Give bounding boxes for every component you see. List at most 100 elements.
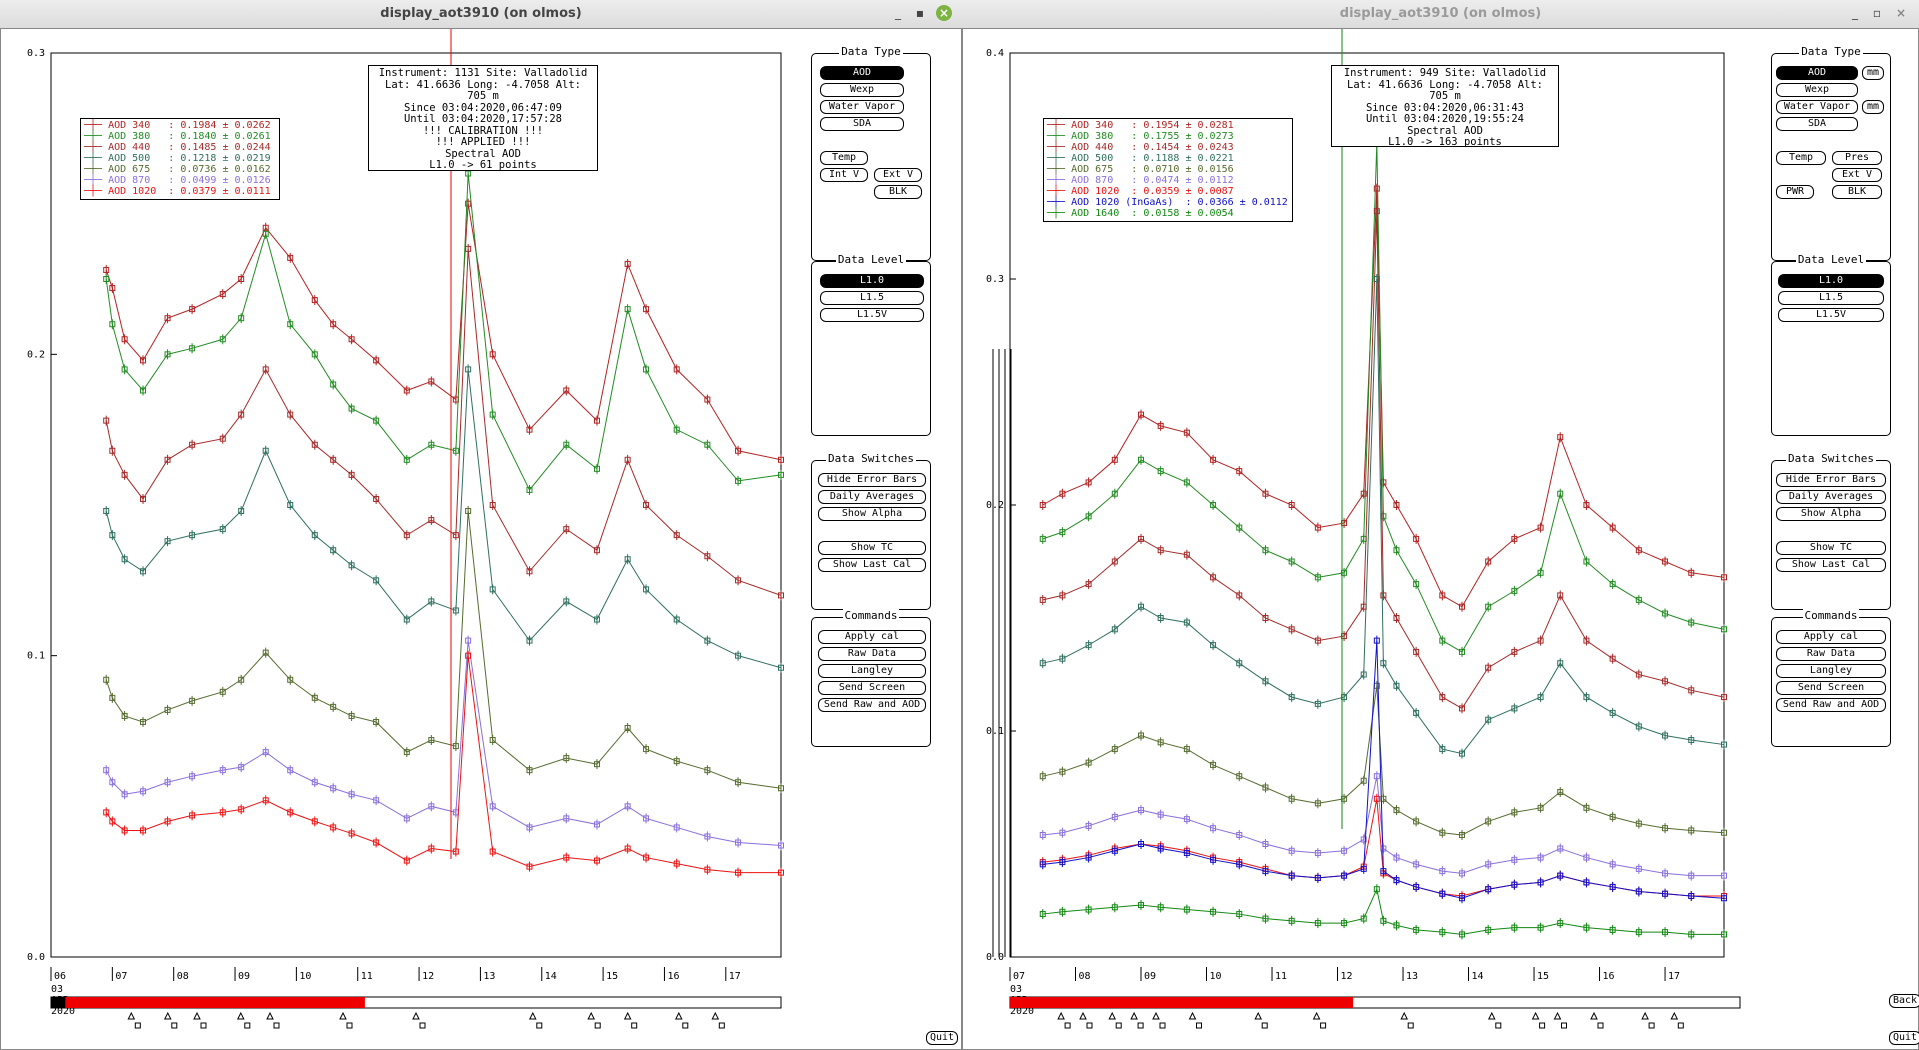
- send-screen-button[interactable]: Send Screen: [818, 681, 926, 695]
- maximize-icon[interactable]: ▫: [1872, 6, 1882, 20]
- data-point: [262, 230, 269, 237]
- apply-cal-button[interactable]: Apply cal: [818, 630, 926, 644]
- data-point: [1341, 872, 1348, 879]
- daily-averages-button[interactable]: Daily Averages: [818, 490, 926, 504]
- x-tick-label: 12: [1341, 971, 1353, 982]
- sda-button[interactable]: SDA: [820, 117, 904, 131]
- data-point: [704, 833, 711, 840]
- data-point: [1059, 768, 1066, 775]
- sda-button[interactable]: SDA: [1776, 117, 1858, 131]
- show-last-cal-button[interactable]: Show Last Cal: [818, 558, 926, 572]
- data-point: [311, 532, 318, 539]
- timeline-marker: [528, 1011, 537, 1020]
- l15-button[interactable]: L1.5: [820, 291, 924, 305]
- data-point: [1085, 822, 1092, 829]
- data-point: [121, 556, 128, 563]
- daily-averages-button[interactable]: Daily Averages: [1776, 490, 1886, 504]
- info-line: Since 03:04:2020,06:47:09: [403, 101, 563, 114]
- l15v-button[interactable]: L1.5V: [1778, 308, 1884, 322]
- send-raw-and-aod-button[interactable]: Send Raw and AOD: [1776, 698, 1886, 712]
- data-point: [1236, 773, 1243, 780]
- data-point: [452, 607, 459, 614]
- data-point: [489, 803, 496, 810]
- left-chart: 0.30.20.10.006070809101112131415161703AP…: [27, 29, 784, 1029]
- data-point: [121, 791, 128, 798]
- hide-error-bars-button[interactable]: Hide Error Bars: [818, 473, 926, 487]
- maximize-icon[interactable]: ▪: [915, 6, 925, 20]
- timeline-marker: [1057, 1011, 1065, 1020]
- timeline-marker: [266, 1011, 274, 1020]
- quit-button[interactable]: Quit: [1889, 1031, 1919, 1045]
- data-point: [1314, 874, 1321, 881]
- data-point: [1413, 535, 1420, 542]
- apply-cal-button[interactable]: Apply cal: [1776, 630, 1886, 644]
- show-alpha-button[interactable]: Show Alpha: [818, 507, 926, 521]
- data-point: [287, 502, 294, 508]
- water-vapor-button[interactable]: Water Vapor: [1776, 100, 1858, 114]
- data-point: [1288, 872, 1295, 879]
- temp-button[interactable]: Temp: [1776, 151, 1826, 165]
- data-point: [103, 767, 110, 774]
- aod-button[interactable]: AOD: [1776, 66, 1858, 80]
- l10-button[interactable]: L1.0: [820, 274, 924, 288]
- send-raw-and-aod-button[interactable]: Send Raw and AOD: [818, 698, 926, 712]
- minimize-icon[interactable]: _: [1852, 6, 1858, 20]
- raw-data-button[interactable]: Raw Data: [818, 647, 926, 661]
- data-point: [1393, 615, 1400, 621]
- pwr-button[interactable]: PWR: [1776, 185, 1814, 199]
- minimize-icon[interactable]: _: [895, 6, 901, 20]
- show-tc-button[interactable]: Show TC: [818, 541, 926, 555]
- timeline-marker: [1648, 1022, 1655, 1029]
- raw-data-button[interactable]: Raw Data: [1776, 647, 1886, 661]
- data-point: [1059, 490, 1066, 497]
- langley-button[interactable]: Langley: [1776, 664, 1886, 678]
- data-point: [1138, 732, 1145, 739]
- hide-error-bars-button[interactable]: Hide Error Bars: [1776, 473, 1886, 487]
- quit-button[interactable]: Quit: [926, 1031, 959, 1045]
- data-point: [373, 797, 380, 804]
- wexp-button[interactable]: Wexp: [1776, 83, 1858, 97]
- right-chart: 0.40.30.20.10.0070809101112131415161703A…: [986, 29, 1741, 1029]
- temp-button[interactable]: Temp: [820, 151, 868, 165]
- plot-area: [50, 52, 782, 958]
- data-point: [1413, 648, 1420, 655]
- data-point: [121, 827, 128, 834]
- series-line: [1042, 640, 1725, 899]
- data-point: [1662, 825, 1669, 832]
- l10-button[interactable]: L1.0: [1778, 274, 1884, 288]
- data-point: [465, 245, 472, 252]
- data-point: [1085, 513, 1092, 520]
- data-point: [1039, 660, 1046, 667]
- l15v-button[interactable]: L1.5V: [820, 308, 924, 322]
- y-tick-label: 0.3: [27, 48, 45, 59]
- show-last-cal-button[interactable]: Show Last Cal: [1776, 558, 1886, 572]
- pres-button[interactable]: Pres: [1832, 151, 1882, 165]
- data-point: [593, 417, 600, 424]
- mm-button[interactable]: mm: [1862, 66, 1884, 80]
- close-icon[interactable]: ×: [936, 5, 952, 21]
- data-point: [489, 586, 496, 593]
- extv-button[interactable]: Ext V: [1832, 168, 1882, 182]
- mm-button[interactable]: mm: [1862, 100, 1884, 114]
- wexp-button[interactable]: Wexp: [820, 83, 904, 97]
- data-point: [643, 854, 650, 861]
- data-point: [164, 315, 171, 322]
- langley-button[interactable]: Langley: [818, 664, 926, 678]
- date-label: 03: [1010, 984, 1022, 995]
- aod-button[interactable]: AOD: [820, 66, 904, 80]
- data-point: [526, 767, 533, 774]
- show-tc-button[interactable]: Show TC: [1776, 541, 1886, 555]
- extv-button[interactable]: Ext V: [874, 168, 922, 182]
- close-icon[interactable]: ×: [1895, 6, 1907, 20]
- intv-button[interactable]: Int V: [820, 168, 868, 182]
- blk-button[interactable]: BLK: [1832, 185, 1882, 199]
- x-tick-label: 07: [115, 971, 127, 982]
- show-alpha-button[interactable]: Show Alpha: [1776, 507, 1886, 521]
- water-vapor-button[interactable]: Water Vapor: [820, 100, 904, 114]
- data-point: [1635, 888, 1642, 895]
- blk-button[interactable]: BLK: [874, 185, 922, 199]
- data-point: [164, 456, 171, 463]
- back-button[interactable]: Back: [1889, 994, 1919, 1008]
- send-screen-button[interactable]: Send Screen: [1776, 681, 1886, 695]
- l15-button[interactable]: L1.5: [1778, 291, 1884, 305]
